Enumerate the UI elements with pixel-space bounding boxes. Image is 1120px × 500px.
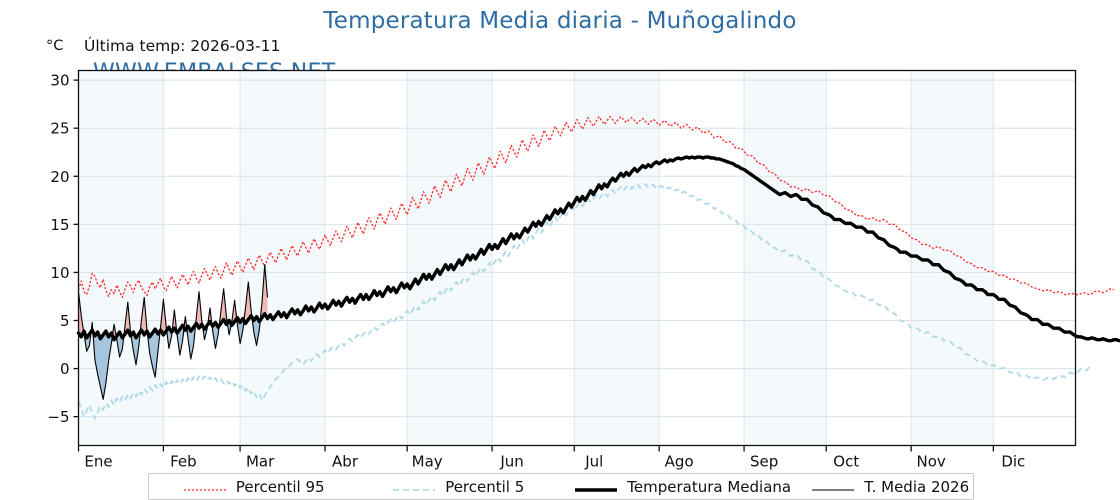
legend-percentil-5[interactable]: Percentil 5	[358, 474, 558, 499]
x-axis-tick-label: Oct	[833, 453, 859, 471]
month-band	[407, 70, 493, 446]
x-axis-tick-label: Abr	[332, 453, 359, 471]
legend-percentil-5-swatch	[392, 481, 436, 493]
month-band	[78, 70, 164, 446]
y-axis-tick-label: 25	[50, 120, 69, 138]
month-band	[744, 70, 827, 446]
y-axis-tick-label: 5	[60, 312, 70, 330]
x-axis-tick-label: Jul	[584, 453, 603, 471]
x-axis-tick-label: May	[412, 453, 443, 471]
plot-frame	[77, 69, 1077, 447]
y-axis-tick-label: 15	[50, 216, 69, 234]
y-axis-unit-label: °C	[46, 38, 64, 54]
x-axis-tick-label: Ago	[665, 453, 694, 471]
legend-percentil-95[interactable]: Percentil 95	[149, 474, 358, 499]
legend-temperatura-mediana-label: Temperatura Mediana	[627, 477, 792, 496]
legend-t-media-2026-label: T. Media 2026	[864, 477, 970, 496]
legend-percentil-95-label: Percentil 95	[235, 477, 325, 496]
legend-t-media-2026[interactable]: T. Media 2026	[807, 474, 973, 499]
legend-temperatura-mediana-swatch	[574, 481, 618, 493]
y-axis-tick-label: 20	[50, 168, 69, 186]
series-t-media-2026	[77, 264, 269, 400]
legend-t-media-2026-swatch	[811, 481, 855, 493]
month-band	[574, 70, 660, 446]
x-axis-tick-label: Dic	[1001, 453, 1025, 471]
y-axis-tick-label: −5	[47, 408, 69, 426]
chart-legend: Percentil 95 Percentil 5 Temperatura Media…	[148, 473, 974, 500]
last-temp-subtitle: Última temp: 2026-03-11	[84, 37, 281, 55]
y-axis-tick-label: 30	[50, 72, 69, 90]
legend-percentil-95-swatch	[183, 481, 227, 493]
series-temperatura-mediana	[76, 155, 1120, 343]
x-axis-tick-label: Mar	[246, 453, 275, 471]
x-axis-tick-label: Nov	[917, 453, 946, 471]
y-axis-tick-label: 10	[50, 264, 69, 282]
x-axis-tick-label: Feb	[170, 453, 197, 471]
series-percentil-5	[77, 183, 1093, 420]
x-axis-tick-label: Sep	[750, 453, 778, 471]
month-band	[911, 70, 994, 446]
page-title: Temperatura Media diaria - Muñogalindo	[323, 8, 797, 34]
x-axis-tick-label: Ene	[84, 453, 112, 471]
y-axis-tick-label: 0	[60, 360, 70, 378]
month-band	[240, 70, 326, 446]
x-axis-tick-label: Jun	[499, 453, 523, 471]
series-percentil-95	[77, 116, 1115, 299]
legend-percentil-5-label: Percentil 5	[445, 477, 525, 496]
legend-temperatura-mediana[interactable]: Temperatura Mediana	[558, 474, 807, 499]
